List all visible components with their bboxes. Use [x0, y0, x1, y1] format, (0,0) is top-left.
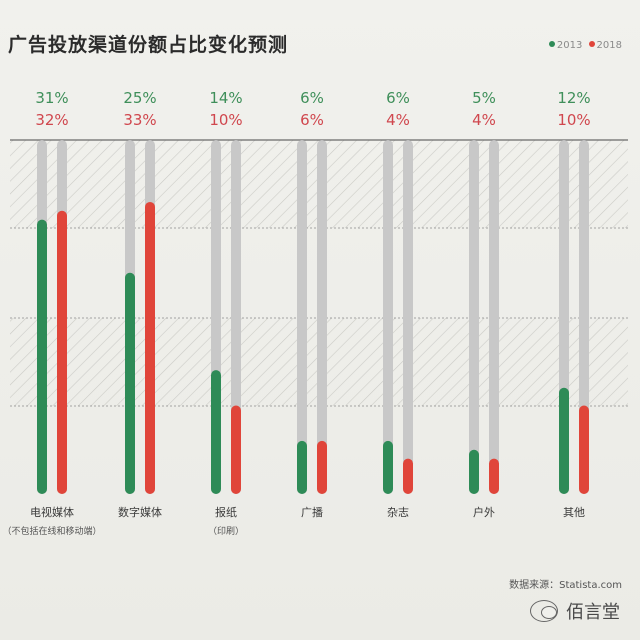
- category-label: 杂志: [387, 506, 409, 519]
- category-sublabel: （不包括在线和移动端）: [2, 525, 101, 537]
- data-label-2013: 12%: [557, 89, 590, 107]
- category-label: 电视媒体: [30, 505, 74, 519]
- legend-dot-2018: [588, 41, 595, 47]
- bar-track-2018: [489, 140, 499, 494]
- bar-track-2018: [231, 140, 241, 494]
- bar-2013: [297, 440, 307, 494]
- bar-track-2013: [383, 140, 393, 494]
- data-label-2018: 10%: [209, 111, 242, 129]
- data-label-2018: 6%: [300, 111, 324, 129]
- legend-item-2018: 2018: [588, 40, 622, 51]
- bar-2013: [37, 219, 47, 494]
- bar-2013: [125, 272, 135, 494]
- bar-track-2013: [469, 140, 479, 494]
- data-label-2013: 5%: [472, 89, 496, 107]
- data-label-2013: 25%: [123, 89, 156, 107]
- watermark-text: 佰言堂: [566, 602, 620, 623]
- wechat-icon: [530, 600, 558, 622]
- category-label: 数字媒体: [118, 505, 162, 519]
- bar-track-2018: [579, 140, 589, 494]
- data-label-2013: 6%: [300, 89, 324, 107]
- legend: 2013 2018: [546, 40, 622, 51]
- category-label: 报纸: [215, 505, 237, 519]
- bar-2013: [559, 387, 569, 494]
- bar-2013: [469, 449, 479, 494]
- bar-2018: [579, 405, 589, 494]
- legend-item-2013: 2013: [548, 40, 583, 51]
- bar-track-2018: [403, 140, 413, 494]
- category-label: 户外: [473, 505, 495, 519]
- data-label-2018: 4%: [472, 111, 496, 129]
- data-label-2013: 6%: [386, 89, 410, 107]
- data-label-2013: 14%: [209, 89, 242, 107]
- data-label-2018: 33%: [123, 111, 156, 129]
- data-label-2018: 32%: [35, 111, 68, 129]
- data-label-2013: 31%: [35, 89, 68, 107]
- legend-label-2018: 2018: [596, 40, 622, 51]
- legend-dot-2013: [548, 41, 555, 47]
- legend-label-2013: 2013: [556, 40, 583, 51]
- bar-2018: [489, 458, 499, 494]
- data-label-2018: 4%: [386, 111, 410, 129]
- category-labels: 电视媒体 （不包括在线和移动端） 数字媒体 报纸 （印刷） 广播 杂志 户外 其他: [2, 505, 585, 537]
- value-labels: 31% 32% 25% 33% 14% 10% 6% 6% 6% 4% 5% 4% 12% 10%: [35, 89, 590, 129]
- watermark: 佰言堂: [530, 598, 620, 624]
- bar-2018: [57, 210, 67, 495]
- bar-2013: [383, 440, 393, 494]
- bar-2013: [211, 370, 221, 494]
- category-label: 其他: [563, 506, 585, 519]
- bars: [37, 140, 589, 495]
- bar-track-2018: [317, 140, 327, 494]
- bar-2018: [317, 440, 327, 494]
- category-sublabel: （印刷）: [208, 525, 244, 537]
- bar-2018: [145, 201, 155, 494]
- chart-title: 广告投放渠道份额占比变化预测: [8, 34, 289, 56]
- bar-2018: [231, 405, 241, 494]
- source-note: 数据来源：Statista.com: [509, 580, 622, 591]
- category-label: 广播: [301, 505, 323, 519]
- bar-track-2013: [297, 140, 307, 494]
- bar-2018: [403, 458, 413, 494]
- data-label-2018: 10%: [557, 111, 590, 129]
